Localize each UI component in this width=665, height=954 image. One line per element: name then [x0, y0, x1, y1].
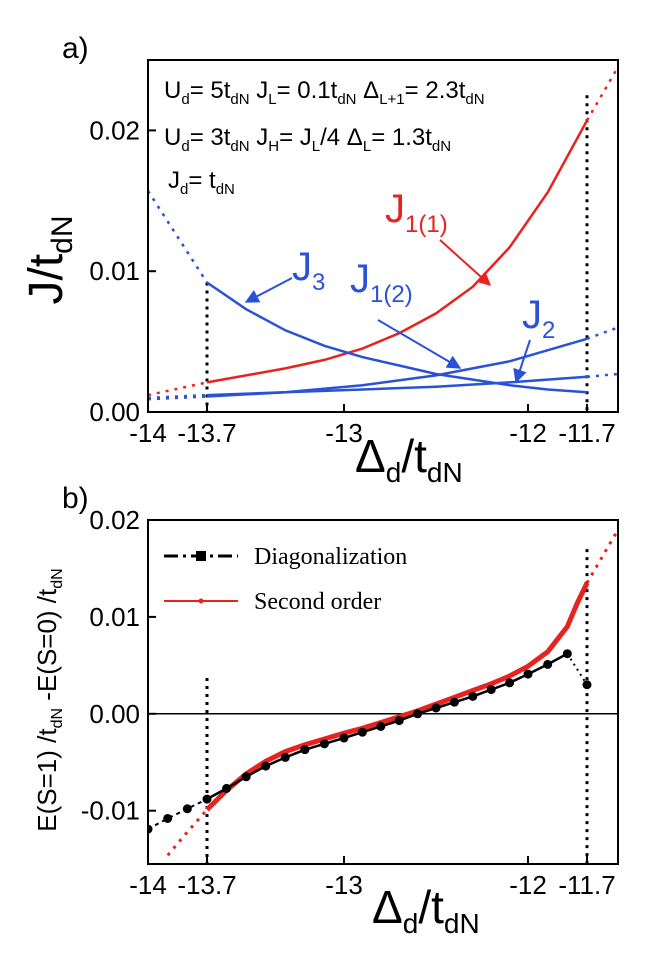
curve-second-order-extrapolated	[166, 808, 209, 857]
param-line-3: Jd= tdN	[168, 167, 235, 198]
y-tick-label: 0.01	[89, 602, 140, 632]
curve-diagonalization-extrapolated	[566, 653, 588, 686]
panel-a-ylabel: J/tdN	[20, 215, 79, 304]
arrow-J2	[513, 339, 531, 384]
panel-b-ticks: -14 -13.7 -13 -12 -11.7 -0.01 0.00 0.01 0.02	[81, 505, 616, 900]
param-line-1: Ud= 5tdN JL= 0.1tdN ΔL+1= 2.3tdN	[164, 77, 485, 108]
diagonalization-point	[241, 772, 251, 782]
label-J1-1: J1(1)	[385, 187, 448, 238]
diagonalization-point	[339, 733, 349, 743]
diagonalization-point	[562, 649, 572, 659]
y-tick-label: 0.00	[89, 397, 140, 427]
x-tick-label: -13	[325, 418, 363, 448]
label-J3: J3	[292, 245, 325, 296]
arrow-J1-1	[439, 239, 492, 286]
x-tick-label: -13.7	[177, 870, 236, 900]
diagonalization-point	[582, 680, 592, 690]
diagonalization-point	[543, 659, 553, 669]
panel-b: b) E(S=1) /tdN -E(S=0) /tdN -14 -13.7 -13-…	[32, 482, 619, 939]
y-tick-label: -0.01	[81, 796, 140, 826]
curve-J1_1-extrapolated	[585, 66, 618, 122]
panel-a-ticks: -14 -13.7 -13 -12 -11.7 0.00 0.01 0.02	[89, 115, 615, 448]
diagonalization-point	[300, 745, 310, 755]
diagonalization-point	[202, 794, 212, 804]
arrow-J1-2	[377, 319, 462, 369]
arrow-J3	[244, 277, 293, 303]
y-tick-label: 0.01	[89, 256, 140, 286]
diagonalization-point	[523, 669, 533, 679]
legend-second-order-marker	[198, 598, 204, 604]
curve-J3-extrapolated	[148, 190, 209, 284]
panel-a-xlabel: Δd/tdN	[355, 430, 463, 488]
diagonalization-point	[163, 813, 173, 823]
x-tick-label: -14	[129, 418, 167, 448]
x-tick-label: -11.7	[558, 870, 615, 900]
curve-J3	[206, 281, 588, 394]
panel-b-xlabel: Δd/tdN	[372, 881, 480, 939]
diagonalization-point	[486, 685, 496, 695]
diagonalization-point	[413, 709, 423, 719]
diagonalization-point	[431, 703, 441, 713]
panel-a-guides	[205, 95, 589, 412]
diagonalization-point	[468, 691, 478, 701]
x-tick-label: -12	[509, 418, 547, 448]
curve-J1_2-extrapolated	[586, 326, 618, 340]
panel-b-ylabel: E(S=1) /tdN -E(S=0) /tdN	[32, 568, 66, 831]
x-tick-label: -11.7	[558, 418, 615, 448]
x-tick-label: -13	[325, 870, 363, 900]
curve-J2-extrapolated	[148, 393, 208, 400]
diagonalization-point	[357, 727, 367, 737]
curve-J1_2-extrapolated	[148, 395, 208, 401]
curve-diagonalization-extrapolated	[148, 798, 208, 830]
y-tick-label: 0.00	[89, 699, 140, 729]
diagonalization-point	[261, 761, 271, 771]
x-tick-label: -13.7	[177, 418, 236, 448]
diagonalization-point	[505, 678, 515, 688]
diagonalization-point	[449, 697, 459, 707]
diagonalization-point	[319, 739, 329, 749]
panel-b-label: b)	[62, 482, 89, 515]
x-tick-label: -12	[509, 870, 547, 900]
curve-J1_1-extrapolated	[148, 381, 208, 397]
diagonalization-point	[182, 804, 192, 814]
legend-diagonalization-marker	[196, 551, 206, 561]
panel-b-legend: Diagonalization Second order	[164, 544, 407, 615]
diagonalization-point	[148, 824, 153, 834]
y-tick-label: 0.02	[89, 115, 140, 145]
panel-b-curves	[148, 528, 618, 857]
curve-second-order	[205, 581, 590, 812]
curve-J2-extrapolated	[586, 372, 618, 379]
curve-second-order-extrapolated	[585, 528, 618, 584]
diagonalization-point	[394, 716, 404, 726]
diagonalization-point	[376, 721, 386, 731]
legend-diagonalization-label: Diagonalization	[254, 544, 407, 570]
panel-a-parameters: Ud= 5tdN JL= 0.1tdN ΔL+1= 2.3tdN Ud= 3td…	[164, 77, 485, 198]
x-tick-label: -14	[129, 870, 167, 900]
y-tick-label: 0.02	[89, 505, 140, 535]
panel-b-frame	[147, 519, 619, 865]
legend-second-order-label: Second order	[254, 589, 381, 615]
param-line-2: Ud= 3tdN JH= JL/4 ΔL= 1.3tdN	[164, 124, 451, 155]
panel-a-frame	[147, 59, 619, 413]
label-J1-2: J1(2)	[350, 257, 413, 308]
panel-a-curves	[148, 66, 618, 401]
diagonalization-point	[222, 783, 232, 793]
label-J2: J2	[522, 293, 555, 344]
diagonalization-point	[280, 752, 290, 762]
panel-a-label: a)	[62, 32, 89, 65]
panel-a: a) J/tdN -14 -13.7 -13 -12 -11.7 0.00 0.01 0.02…	[20, 32, 619, 488]
